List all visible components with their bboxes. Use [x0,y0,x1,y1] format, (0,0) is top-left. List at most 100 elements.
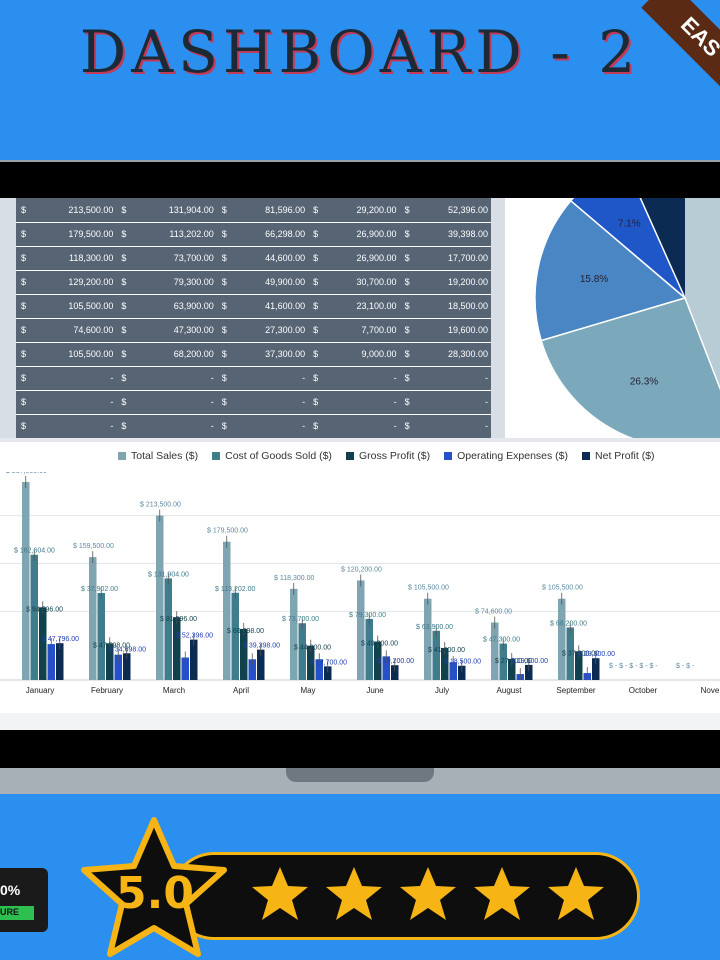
bar [173,617,181,680]
bar-value-label: $ 37,902.00 [81,586,118,593]
currency-symbol: $ [116,414,131,439]
currency-symbol: $ [116,318,131,343]
scroll-strip[interactable] [0,713,720,730]
currency-symbol: $ [399,222,414,247]
table-cell: 74,600.00 [30,318,117,343]
table-cell: - [322,366,400,391]
bar [315,659,323,680]
bar [47,644,55,680]
star-icon [474,867,530,920]
currency-symbol: $ [308,198,323,223]
table-cell: - [30,366,117,391]
currency-symbol: $ [16,246,30,271]
bar [499,643,507,680]
bar [307,645,315,680]
bar-value-label: $ - $ - [676,663,695,670]
currency-symbol: $ [16,222,30,247]
table-cell: - [413,414,491,439]
badge-percent: 0% [0,882,21,898]
table-cell: 19,600.00 [413,318,491,343]
currency-symbol: $ [216,390,231,415]
table-cell: - [130,366,217,391]
table-cell: 131,904.00 [130,198,217,223]
table-cell: 81,596.00 [230,198,309,223]
star-icon [326,867,382,920]
currency-symbol: $ [399,318,414,343]
currency-symbol: $ [399,366,414,391]
x-tick-label: January [26,686,54,695]
bar [374,641,382,680]
table-row: $213,500.00 $131,904.00 $81,596.00 $29,200.… [16,198,491,223]
rating-value: 5.0 [116,868,194,919]
legend-label: Operating Expenses ($) [457,450,569,462]
monitor-stand [286,768,434,782]
financial-table: $213,500.00 $131,904.00 $81,596.00 $29,200.… [16,198,491,439]
table-cell: 26,900.00 [322,246,400,271]
table-cell: 26,900.00 [322,222,400,247]
currency-symbol: $ [308,318,323,343]
bar [391,665,399,680]
legend-item[interactable]: Net Profit ($) [582,450,655,462]
pie-slice-label: 7.1% [618,219,641,230]
bar [164,578,172,680]
table-cell: 9,000.00 [322,342,400,367]
star-icon [400,867,456,920]
bar [97,593,105,680]
bar-value-label: $ 63,900.00 [416,624,453,631]
bar [290,588,298,680]
bar-value-label: $ 120,200.00 [341,566,382,573]
table-cell: 41,600.00 [230,294,309,319]
legend-item[interactable]: Total Sales ($) [118,450,198,462]
bar [30,554,38,680]
legend-item[interactable]: Cost of Goods Sold ($) [212,450,332,462]
table-cell: - [322,390,400,415]
currency-symbol: $ [216,318,231,343]
legend-swatch [582,452,591,460]
bar [89,557,97,680]
star-icon [548,867,604,920]
currency-symbol: $ [216,342,231,367]
bar-value-label: $ 41,600.00 [428,647,465,654]
bar [566,627,574,680]
bar-value-label: $ 257,000.00 [6,472,47,475]
currency-symbol: $ [399,414,414,439]
currency-symbol: $ [399,294,414,319]
table-row: $105,500.00 $63,900.00 $41,600.00 $23,100.0… [16,294,491,319]
currency-symbol: $ [16,318,30,343]
legend-item[interactable]: Gross Profit ($) [345,450,430,462]
legend-item[interactable]: Operating Expenses ($) [444,450,568,462]
bar [508,658,516,680]
table-cell: - [130,390,217,415]
table-cell: 17,700.00 [413,246,491,271]
currency-symbol: $ [308,246,323,271]
currency-symbol: $ [116,222,131,247]
table-cell: 47,300.00 [130,318,217,343]
bar-value-label: $ 18,500.00 [444,659,481,666]
table-cell: 27,300.00 [230,318,309,343]
bar [123,653,131,680]
currency-symbol: $ [399,198,414,223]
bar-value-label: $ 27,300.00 [495,658,532,665]
currency-symbol: $ [16,198,30,223]
corner-ribbon: EAS [620,0,720,100]
bar [106,643,114,680]
x-tick-label: April [233,686,249,695]
table-cell: 52,396.00 [413,198,491,223]
table-cell: - [230,414,309,439]
bar-value-label: $ 37,300.00 [562,650,599,657]
currency-symbol: $ [308,270,323,295]
currency-symbol: $ [399,390,414,415]
bar-value-label: $ 81,596.00 [160,616,197,623]
bar-value-label: $ 118,300.00 [274,575,314,582]
currency-symbol: $ [16,390,30,415]
currency-symbol: $ [16,414,30,439]
rating-star-icon [81,817,227,957]
bar [441,647,449,680]
currency-symbol: $ [116,198,131,223]
currency-symbol: $ [308,390,323,415]
bar-value-label: $ 79,300.00 [349,612,386,619]
bar [298,623,306,680]
bar [156,515,164,680]
currency-symbol: $ [308,294,323,319]
table-cell: 44,600.00 [230,246,309,271]
